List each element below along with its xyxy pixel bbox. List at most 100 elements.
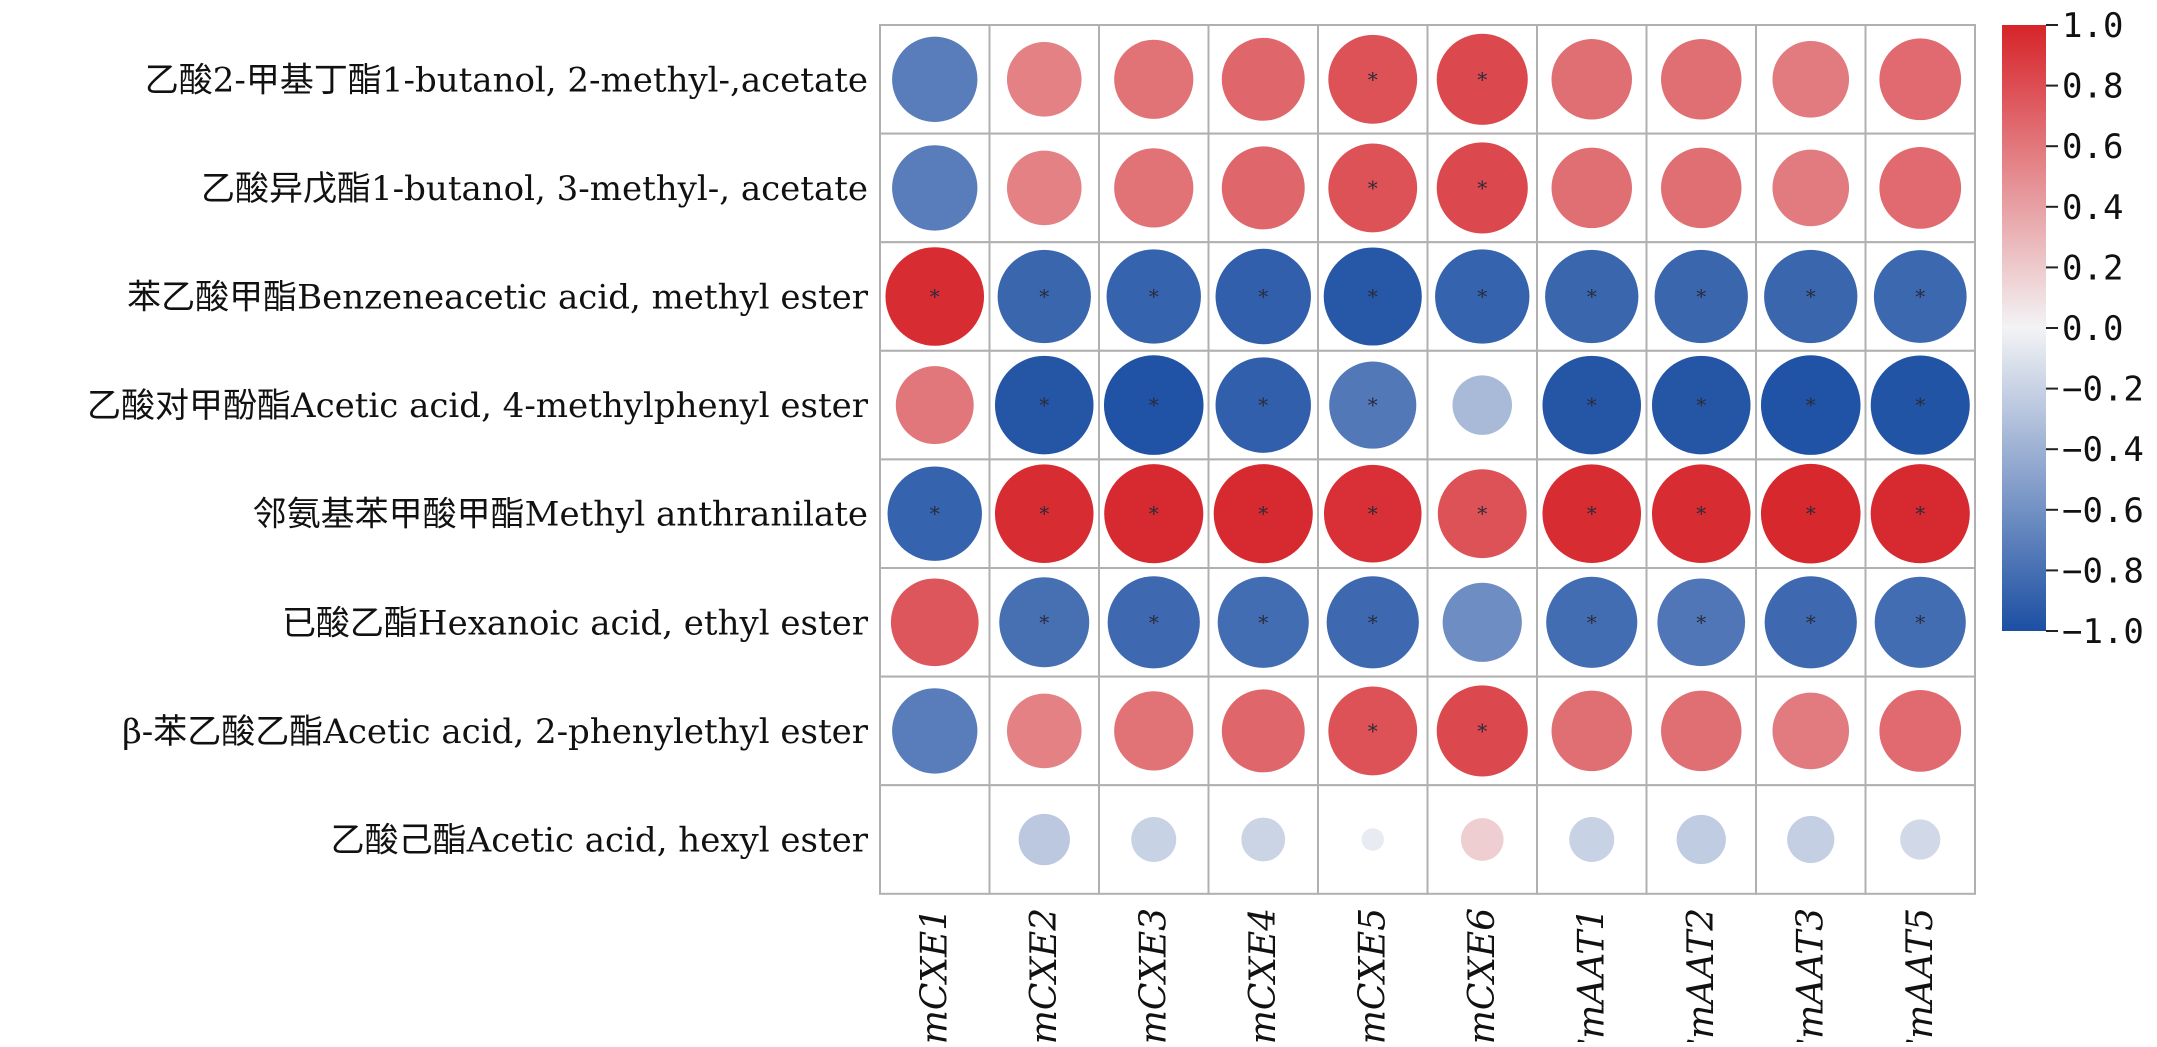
correlation-circle-CmAAT2-row5 xyxy=(1651,464,1751,563)
significance-marker: * xyxy=(1696,502,1706,526)
correlation-circle-CmCXE5-row2 xyxy=(1328,143,1418,233)
significance-marker: * xyxy=(1368,610,1378,634)
correlation-circle-CmAAT1-row4 xyxy=(1542,355,1642,455)
significance-marker: * xyxy=(930,285,940,309)
significance-marker: * xyxy=(1587,502,1597,526)
correlation-circle-CmAAT1-row2 xyxy=(1551,147,1632,229)
correlation-circle-CmAAT2-row7 xyxy=(1661,690,1742,772)
correlation-circle-CmCXE1-row5 xyxy=(887,466,982,561)
correlation-circle-CmCXE4-row6 xyxy=(1217,576,1309,668)
colorbar-tick-label: 1.0 xyxy=(2062,6,2123,46)
row-label: 乙酸2-甲基丁酯1-butanol, 2-methyl-,acetate xyxy=(145,60,868,100)
column-label: CmCXE5 xyxy=(1353,908,1394,1042)
colorbar-tick-label: −1.0 xyxy=(2062,612,2144,652)
colorbar-tick-label: 0.2 xyxy=(2062,248,2123,288)
correlation-circle-CmAAT5-row5 xyxy=(1870,464,1970,564)
column-label: CmCXE1 xyxy=(915,908,956,1042)
significance-marker: * xyxy=(1149,502,1159,526)
correlation-circle-CmCXE3-row1 xyxy=(1114,39,1194,119)
colorbar-tick-label: 0.8 xyxy=(2062,67,2123,107)
correlation-circle-CmCXE5-row1 xyxy=(1328,34,1418,124)
significance-marker: * xyxy=(1258,285,1268,309)
correlation-circle-CmCXE4-row8 xyxy=(1241,817,1286,862)
correlation-circle-CmAAT5-row3 xyxy=(1873,250,1967,343)
correlation-circle-CmAAT2-row4 xyxy=(1651,355,1751,455)
column-label: CmAAT5 xyxy=(1900,908,1941,1042)
row-label: 苯乙酸甲酯Benzeneacetic acid, methyl ester xyxy=(127,278,869,318)
correlation-circle-CmCXE6-row6 xyxy=(1442,582,1522,662)
correlation-circle-CmAAT1-row6 xyxy=(1546,576,1638,668)
significance-marker: * xyxy=(1258,610,1268,634)
correlation-circle-CmAAT3-row3 xyxy=(1764,249,1858,344)
colorbar xyxy=(2002,25,2046,631)
correlation-circle-CmCXE4-row5 xyxy=(1213,464,1313,564)
column-labels: CmCXE1 CmCXE2 CmCXE3 CmCXE4 CmCXE5 CmCXE6 CmAA… xyxy=(915,908,1942,1047)
correlation-circle-CmCXE3-row2 xyxy=(1114,148,1194,228)
column-label: CmCXE6 xyxy=(1462,908,1503,1042)
correlation-circle-CmCXE1-row3 xyxy=(885,247,985,346)
correlation-circle-CmAAT5-row1 xyxy=(1879,38,1962,121)
correlation-circle-CmCXE1-row7 xyxy=(892,688,978,774)
column-label: CmCXE2 xyxy=(1024,908,1065,1042)
significance-marker: * xyxy=(1587,610,1597,634)
row-label: 已酸乙酯Hexanoic acid, ethyl ester xyxy=(282,603,869,643)
significance-marker: * xyxy=(1806,502,1816,526)
row-labels: 乙酸2-甲基丁酯1-butanol, 2-methyl-,acetate 乙酸异戊… xyxy=(87,60,869,860)
row-label: 乙酸异戊酯1-butanol, 3-methyl-, acetate xyxy=(201,169,868,209)
correlation-circle-CmAAT2-row8 xyxy=(1676,814,1726,865)
significance-marker: * xyxy=(1149,610,1159,634)
correlation-circle-CmAAT3-row8 xyxy=(1787,815,1835,864)
significance-marker: * xyxy=(1258,393,1268,417)
column-label: CmAAT3 xyxy=(1791,908,1832,1042)
correlation-circle-CmCXE3-row8 xyxy=(1131,817,1177,862)
correlation-circle-CmCXE3-row3 xyxy=(1106,249,1201,344)
correlation-circle-CmAAT3-row4 xyxy=(1760,355,1861,455)
colorbar-tick-label: 0.4 xyxy=(2062,188,2123,228)
correlation-circle-CmCXE5-row7 xyxy=(1328,686,1418,776)
correlation-circle-CmCXE6-row3 xyxy=(1435,249,1530,344)
significance-marker: * xyxy=(1039,610,1049,634)
significance-marker: * xyxy=(930,502,940,526)
colorbar-tick-label: 0.0 xyxy=(2062,309,2123,349)
grid-cell xyxy=(879,784,991,895)
correlation-circle-CmCXE2-row7 xyxy=(1006,693,1082,769)
correlation-circle-CmAAT1-row3 xyxy=(1545,249,1639,344)
correlation-circle-CmAAT3-row2 xyxy=(1772,149,1850,227)
correlation-circle-CmAAT3-row5 xyxy=(1760,463,1861,564)
correlation-circle-CmAAT1-row5 xyxy=(1542,464,1642,563)
correlation-circle-CmCXE5-row8 xyxy=(1361,828,1384,851)
significance-marker: * xyxy=(1915,393,1925,417)
colorbar-tick-label: −0.4 xyxy=(2062,430,2144,470)
correlation-circle-CmCXE5-row5 xyxy=(1323,464,1422,563)
correlation-circle-CmCXE6-row2 xyxy=(1436,142,1528,234)
correlation-circle-CmCXE2-row5 xyxy=(994,464,1094,563)
correlation-circle-CmCXE6-row1 xyxy=(1436,33,1528,125)
correlation-circle-CmCXE2-row8 xyxy=(1018,813,1070,866)
row-label: 乙酸对甲酚酯Acetic acid, 4-methylphenyl ester xyxy=(87,386,869,426)
correlation-circle-CmAAT3-row7 xyxy=(1772,692,1850,770)
significance-marker: * xyxy=(1368,176,1378,200)
row-label: 乙酸己酯Acetic acid, hexyl ester xyxy=(331,821,869,861)
significance-marker: * xyxy=(1149,393,1159,417)
significance-marker: * xyxy=(1915,285,1925,309)
significance-marker: * xyxy=(1477,176,1487,200)
significance-marker: * xyxy=(1477,285,1487,309)
significance-marker: * xyxy=(1587,393,1597,417)
correlation-circle-CmCXE2-row1 xyxy=(1006,41,1082,117)
colorbar-tick-label: −0.2 xyxy=(2062,370,2144,410)
row-label: β-苯乙酸乙酯Acetic acid, 2-phenylethyl ester xyxy=(122,712,869,752)
significance-marker: * xyxy=(1368,67,1378,91)
significance-marker: * xyxy=(1806,393,1816,417)
colorbar-tick-label: −0.6 xyxy=(2062,491,2144,531)
significance-marker: * xyxy=(1915,610,1925,634)
colorbar-tick-label: −0.8 xyxy=(2062,551,2144,591)
significance-marker: * xyxy=(1368,393,1378,417)
correlation-circle-CmCXE2-row2 xyxy=(1006,150,1082,226)
correlation-circle-CmAAT1-row8 xyxy=(1569,817,1615,862)
significance-marker: * xyxy=(1806,610,1816,634)
column-label: CmCXE4 xyxy=(1243,908,1284,1042)
column-label: CmAAT1 xyxy=(1572,908,1613,1042)
correlation-circle-CmAAT1-row1 xyxy=(1551,39,1632,120)
correlation-circle-CmCXE5-row3 xyxy=(1323,247,1422,346)
